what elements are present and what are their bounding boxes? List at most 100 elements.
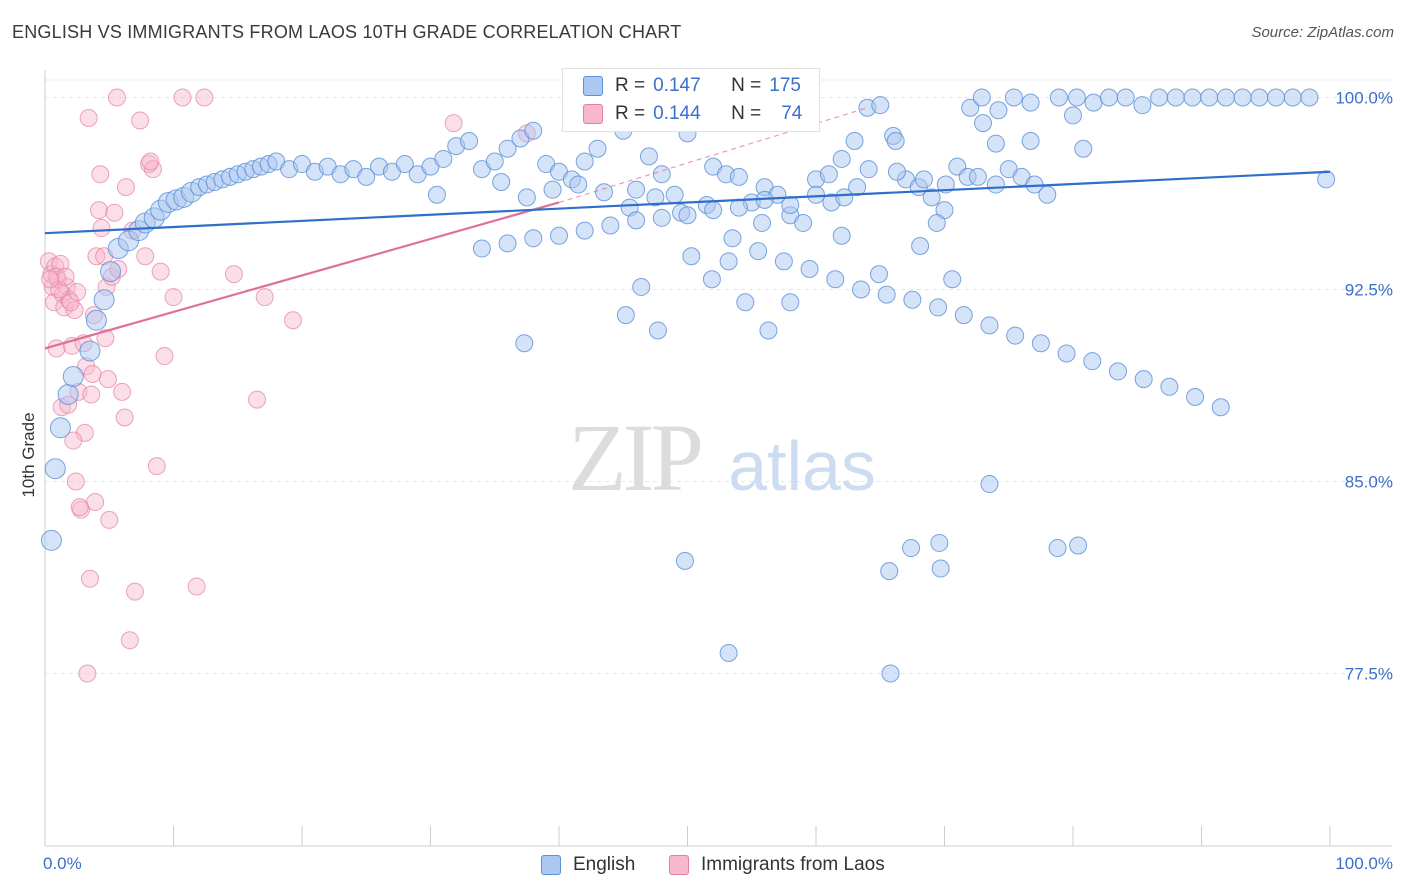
source-label: Source: ZipAtlas.com bbox=[1251, 24, 1394, 41]
axes bbox=[44, 70, 1392, 847]
n-label: N = bbox=[731, 75, 762, 96]
english-point bbox=[980, 316, 999, 335]
laos-point bbox=[83, 364, 102, 383]
english-point bbox=[427, 185, 446, 204]
chart-title: ENGLISH VS IMMIGRANTS FROM LAOS 10TH GRA… bbox=[12, 22, 682, 42]
english-point bbox=[781, 293, 800, 312]
english-point bbox=[1216, 88, 1235, 107]
english-point bbox=[1083, 352, 1102, 371]
laos-point bbox=[61, 293, 80, 312]
laos-point bbox=[224, 265, 243, 284]
english-point bbox=[517, 188, 536, 207]
english-point bbox=[986, 134, 1005, 153]
english-point bbox=[1064, 106, 1082, 125]
trend-lines bbox=[44, 107, 1331, 350]
english-point bbox=[1099, 88, 1118, 107]
english-point bbox=[980, 475, 999, 494]
english-point bbox=[1057, 344, 1076, 363]
english-point bbox=[807, 185, 825, 204]
laos-point bbox=[195, 88, 214, 107]
english-point bbox=[848, 178, 867, 197]
english-point bbox=[498, 234, 517, 253]
english-point bbox=[749, 242, 768, 261]
english-point bbox=[1031, 334, 1050, 353]
english-point bbox=[719, 644, 738, 663]
english-point bbox=[460, 132, 479, 151]
english-swatch bbox=[583, 76, 603, 96]
laos-point bbox=[125, 582, 144, 601]
english-point bbox=[832, 226, 851, 245]
english-point bbox=[632, 277, 651, 296]
laos-point bbox=[66, 472, 85, 491]
laos-point bbox=[131, 111, 150, 130]
n-label: N = bbox=[731, 103, 762, 124]
english-point bbox=[794, 213, 813, 232]
laos-point bbox=[98, 370, 117, 389]
english-point bbox=[774, 252, 793, 271]
english-point bbox=[954, 306, 973, 325]
english-point bbox=[550, 226, 568, 245]
english-point bbox=[515, 334, 534, 353]
english-point bbox=[93, 289, 115, 311]
english-point bbox=[1200, 88, 1219, 107]
english-point bbox=[395, 155, 414, 174]
english-point bbox=[886, 132, 905, 151]
english-points bbox=[40, 88, 1336, 683]
x-tick-label: 0.0% bbox=[43, 854, 82, 873]
english-point bbox=[869, 265, 888, 284]
english-point bbox=[485, 152, 504, 171]
y-axis-label: 10th Grade bbox=[19, 412, 38, 497]
english-point bbox=[1233, 88, 1252, 107]
english-point bbox=[922, 188, 941, 207]
english-point bbox=[832, 149, 851, 168]
english-point bbox=[871, 96, 890, 115]
english-point bbox=[1021, 132, 1040, 151]
english-point bbox=[936, 175, 955, 194]
english-point bbox=[736, 293, 755, 312]
english-point bbox=[639, 147, 658, 166]
english-point bbox=[877, 285, 896, 304]
english-point bbox=[989, 101, 1008, 120]
english-point bbox=[1211, 398, 1230, 417]
english-point bbox=[931, 559, 950, 578]
english-point bbox=[62, 366, 84, 388]
english-point bbox=[1186, 388, 1205, 407]
english-point bbox=[100, 261, 122, 283]
english-point bbox=[1074, 139, 1093, 158]
legend-item-english: English bbox=[541, 852, 635, 878]
laos-point bbox=[87, 247, 106, 266]
laos-point bbox=[173, 88, 192, 107]
laos-point bbox=[78, 664, 97, 683]
english-point bbox=[627, 211, 646, 230]
laos-trend-line bbox=[44, 201, 560, 350]
english-legend-swatch bbox=[541, 855, 561, 875]
laos-point bbox=[113, 382, 132, 401]
english-point bbox=[1067, 88, 1086, 107]
laos-point bbox=[96, 329, 115, 348]
english-point bbox=[943, 270, 962, 289]
laos-point bbox=[164, 288, 183, 307]
english-point bbox=[927, 213, 946, 232]
english-point bbox=[968, 167, 987, 186]
english-point bbox=[719, 252, 738, 271]
english-point bbox=[826, 270, 845, 289]
english-point bbox=[594, 183, 613, 202]
laos-point bbox=[187, 577, 206, 596]
english-point bbox=[930, 533, 949, 552]
english-point bbox=[974, 114, 993, 133]
english-point bbox=[835, 188, 854, 207]
english-point bbox=[845, 132, 864, 151]
laos-point bbox=[444, 114, 463, 133]
y-tick-label: 100.0% bbox=[1335, 89, 1393, 108]
laos-point bbox=[79, 108, 98, 127]
laos-point bbox=[141, 152, 160, 171]
english-point bbox=[1006, 326, 1025, 345]
laos-point bbox=[147, 457, 166, 476]
laos-point bbox=[151, 262, 170, 281]
english-point bbox=[575, 152, 594, 171]
english-point bbox=[678, 206, 697, 225]
laos-legend-swatch bbox=[669, 855, 689, 875]
tick-labels: 77.5% 85.0% 92.5% 100.0% 0.0% 100.0% bbox=[43, 89, 1393, 874]
laos-swatch bbox=[583, 104, 603, 124]
laos-point bbox=[136, 247, 155, 266]
